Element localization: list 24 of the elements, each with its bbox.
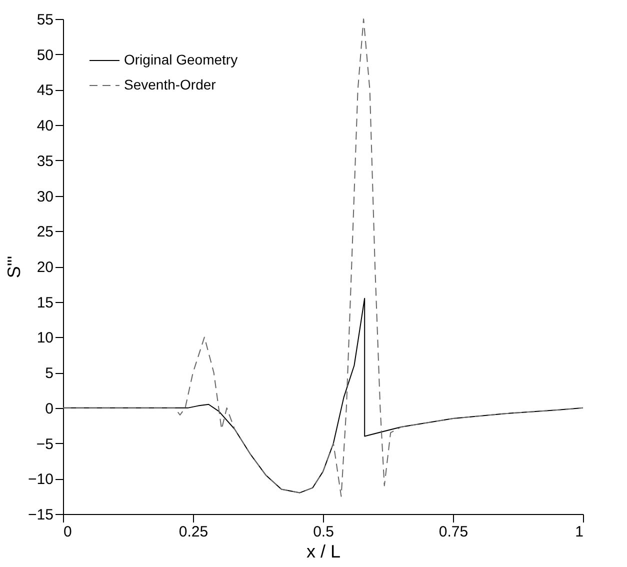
legend-label: Seventh-Order [124, 76, 216, 92]
x-tick-label: 0.5 [313, 524, 334, 540]
y-tick-label: 35 [36, 152, 54, 170]
y-tick-label: 30 [36, 188, 54, 206]
y-tick-label: 0 [45, 400, 54, 418]
y-tick-label: −15 [28, 506, 54, 524]
y-tick-label: 5 [45, 365, 54, 382]
y-tick-label: 55 [36, 12, 54, 28]
x-tick-label: 0.75 [438, 524, 468, 540]
x-tick-label: 0.25 [178, 524, 208, 540]
y-axis-title: S''' [4, 256, 24, 278]
y-tick-label: 40 [36, 118, 54, 135]
y-tick-label: 50 [36, 46, 54, 64]
y-tick-label: 10 [36, 330, 54, 347]
y-tick-label: −5 [36, 436, 54, 453]
y-tick-label: 25 [36, 224, 54, 241]
legend-label: Original Geometry [124, 52, 238, 68]
x-tick-label: 1 [575, 524, 584, 540]
y-tick-label: 45 [36, 82, 54, 100]
y-tick-label: 15 [36, 294, 54, 312]
x-tick-label: 0 [64, 524, 72, 540]
y-tick-label: −10 [28, 471, 54, 488]
x-axis-title: x / L [306, 542, 341, 562]
y-tick-label: 20 [36, 259, 54, 276]
